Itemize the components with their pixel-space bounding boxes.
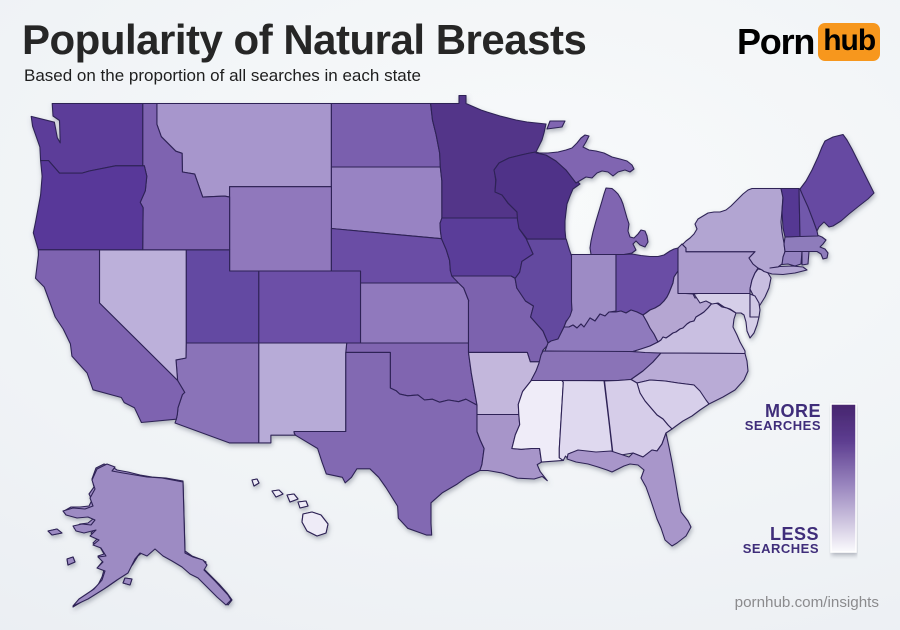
svg-text:LESS: LESS — [770, 524, 819, 544]
svg-text:SEARCHES: SEARCHES — [743, 541, 819, 556]
svg-text:MORE: MORE — [765, 401, 821, 421]
svg-text:pornhub.com/insights: pornhub.com/insights — [735, 594, 880, 611]
svg-text:SEARCHES: SEARCHES — [745, 418, 821, 433]
